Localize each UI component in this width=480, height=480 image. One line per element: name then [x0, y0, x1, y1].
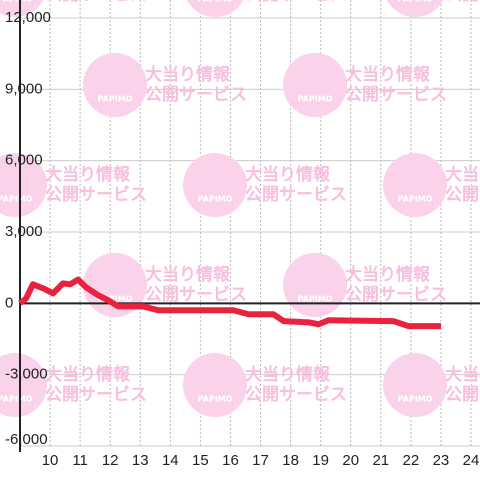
watermark-text: 大当り情報	[445, 364, 480, 385]
x-tick-label: 23	[433, 452, 450, 469]
watermark-logo: PAPIMO	[398, 395, 433, 404]
watermark-circle	[0, 353, 47, 417]
watermark-logo: PAPIMO	[398, 195, 433, 204]
watermark-text: 大当り情報	[145, 64, 231, 85]
watermark-circle	[386, 0, 444, 17]
x-tick-label: 17	[252, 452, 269, 469]
x-tick-label: 20	[342, 452, 359, 469]
watermark-logo: PAPIMO	[298, 95, 333, 104]
x-tick-label: 12	[102, 452, 119, 469]
x-tick-label: 11	[72, 452, 88, 469]
watermark-logo: PAPIMO	[98, 95, 133, 104]
watermark-text: 大当り情報	[245, 164, 331, 185]
watermark-text: 大当り情報	[45, 164, 131, 185]
y-tick-label: 3,000	[5, 223, 43, 240]
watermark-circle	[283, 53, 347, 117]
x-tick-label: 24	[463, 452, 480, 469]
watermark-text: 大当り情報	[345, 64, 431, 85]
watermark-text: 公開サービス	[445, 385, 480, 405]
y-tick-label: 0	[5, 294, 13, 311]
watermark-text: 公開サービス	[445, 185, 480, 205]
watermark-text: 大当り情報	[245, 364, 331, 385]
watermark-text: 公開サービス	[45, 385, 147, 405]
watermark-logo: PAPIMO	[198, 195, 233, 204]
watermark-text: 公開サービス	[245, 0, 347, 5]
watermark-circle	[183, 353, 247, 417]
x-tick-label: 13	[132, 452, 149, 469]
watermark-logo: PAPIMO	[198, 0, 233, 4]
watermark-text: 公開サービス	[45, 0, 147, 5]
watermark-circle	[383, 153, 447, 217]
watermark-text: 大当り情報	[345, 264, 431, 285]
watermark-text: 大当り情報	[445, 164, 480, 185]
watermark-circle	[83, 253, 147, 317]
watermark-text: 公開サービス	[45, 185, 147, 205]
x-tick-label: 22	[403, 452, 420, 469]
watermark-circle	[0, 0, 44, 17]
watermark-logo: PAPIMO	[0, 395, 33, 404]
x-tick-label: 10	[42, 452, 59, 469]
watermark-logo: PAPIMO	[298, 295, 333, 304]
watermark-circle	[383, 353, 447, 417]
x-tick-label: 21	[372, 452, 389, 469]
watermark-text: 公開サービス	[245, 185, 347, 205]
y-tick-label: -6,000	[5, 431, 48, 448]
watermark-text: 公開サービス	[145, 85, 247, 105]
watermark-text: 大当り情報	[145, 264, 231, 285]
data-line	[18, 276, 441, 330]
y-tick-label: 6,000	[5, 152, 43, 169]
x-tick-label: 18	[282, 452, 299, 469]
watermark-circle	[283, 253, 347, 317]
watermark-text: 公開サービス	[445, 0, 480, 5]
watermark-text: 公開サービス	[245, 385, 347, 405]
watermark-circle	[83, 53, 147, 117]
watermark-text: 公開サービス	[145, 285, 247, 305]
watermark-logo: PAPIMO	[398, 0, 433, 4]
x-tick-label: 19	[312, 452, 329, 469]
watermark-text: 公開サービス	[345, 285, 447, 305]
x-tick-label: 14	[162, 452, 179, 469]
y-tick-label: -3,000	[5, 366, 48, 383]
y-tick-label: 9,000	[5, 80, 43, 97]
watermark-logo: PAPIMO	[0, 195, 33, 204]
watermark-logo: PAPIMO	[198, 395, 233, 404]
watermark-text: 公開サービス	[345, 85, 447, 105]
x-tick-label: 15	[192, 452, 209, 469]
watermark-circle	[186, 0, 244, 17]
x-tick-label: 16	[222, 452, 239, 469]
watermark-circle	[0, 153, 47, 217]
watermark-logo: PAPIMO	[98, 295, 133, 304]
watermark-circle	[183, 153, 247, 217]
y-tick-label: 12,000	[5, 9, 51, 26]
watermark-text: 大当り情報	[45, 364, 131, 385]
watermark-logo: PAPIMO	[0, 0, 33, 4]
